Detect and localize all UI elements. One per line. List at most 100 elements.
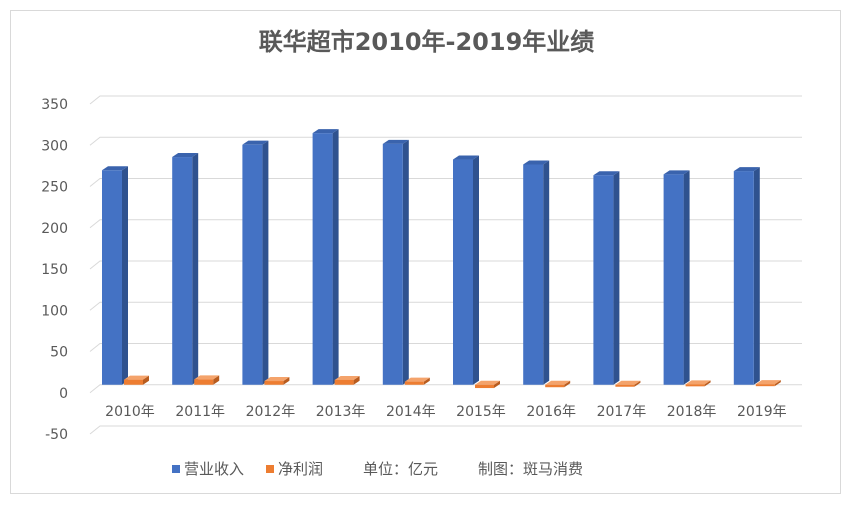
revenue-bar-side — [613, 171, 620, 385]
x-tick-label: 2015年 — [456, 404, 506, 420]
x-axis: 2010年 2011年 2012年 2013年 2014年 2015年 2016年 2017年… — [105, 404, 786, 420]
y-tick-label: 150 — [41, 262, 68, 278]
gridline — [89, 260, 802, 270]
profit-bar — [264, 381, 284, 385]
revenue-bar-side — [332, 129, 339, 385]
x-tick-label: 2014年 — [386, 404, 436, 420]
profit-bar-top — [124, 375, 149, 380]
legend-item-profit: 净利润 — [266, 458, 323, 479]
revenue-bar — [382, 143, 403, 385]
y-tick-label: 100 — [41, 303, 68, 319]
x-tick-label: 2018年 — [667, 404, 717, 420]
unit-note: 单位：亿元 — [363, 460, 439, 478]
profit-bar-top — [475, 380, 500, 385]
profit-bar-top — [404, 377, 430, 382]
legend-label-profit: 净利润 — [278, 460, 324, 478]
profit-bar-top — [755, 380, 781, 385]
profit-bar-top — [194, 375, 220, 380]
y-tick-label: -50 — [45, 427, 68, 443]
chart-frame — [10, 10, 841, 494]
y-tick-label: 250 — [41, 180, 68, 196]
revenue-bar-top — [663, 170, 690, 175]
profit-bar — [404, 381, 424, 385]
profit-bar-top — [545, 380, 571, 385]
gridline — [89, 343, 802, 352]
revenue-bar-side — [262, 140, 269, 385]
revenue-bar-top — [382, 139, 409, 144]
revenue-bar — [663, 174, 684, 385]
profit-bar-side — [423, 377, 430, 385]
y-tick-label: 300 — [41, 138, 68, 154]
x-tick-label: 2013年 — [316, 404, 366, 420]
profit-bar-side — [564, 380, 571, 388]
x-tick-label: 2016年 — [526, 404, 576, 420]
revenue-bar-top — [102, 166, 128, 171]
profit-bar-top — [334, 375, 360, 380]
profit-bar — [124, 379, 143, 385]
profit-bar-side — [353, 375, 360, 385]
revenue-bar-side — [683, 170, 690, 385]
legend-swatch-profit — [266, 464, 275, 473]
x-tick-label: 2012年 — [246, 404, 296, 420]
profit-bar — [334, 379, 354, 385]
profit-bar-side — [143, 375, 149, 385]
profit-bar-side — [283, 377, 290, 385]
profit-bar-side — [774, 380, 781, 387]
revenue-bar — [172, 157, 193, 385]
y-tick-label: 200 — [41, 221, 68, 237]
x-tick-label: 2017年 — [597, 404, 647, 420]
x-tick-label: 2010年 — [105, 404, 155, 420]
gridlines — [89, 95, 802, 435]
y-tick-label: 50 — [50, 345, 68, 361]
revenue-bar — [523, 164, 544, 385]
profit-bar — [545, 384, 565, 388]
profit-bar-top — [685, 380, 711, 385]
gridline — [89, 178, 802, 187]
profit-bar-top — [615, 380, 641, 385]
revenue-bar-top — [523, 160, 550, 165]
revenue-bar-top — [733, 167, 760, 172]
revenue-bar-side — [402, 139, 409, 385]
gridline — [89, 219, 802, 229]
revenue-bar-top — [453, 155, 479, 160]
revenue-bar-top — [312, 129, 339, 134]
profit-bar — [685, 384, 705, 387]
profit-bar-side — [634, 380, 641, 387]
revenue-bar — [312, 133, 333, 385]
profit-bar — [755, 384, 775, 387]
gridline — [89, 95, 802, 105]
bars — [102, 129, 781, 389]
x-tick-label: 2019年 — [737, 404, 787, 420]
legend-item-revenue: 营业收入 — [172, 458, 244, 479]
profit-bar — [194, 379, 214, 385]
x-tick-label: 2011年 — [175, 404, 225, 420]
revenue-bar — [102, 170, 122, 385]
y-tick-label: 350 — [41, 97, 68, 113]
y-axis: -50 0 50 100 150 200 250 300 350 — [41, 97, 68, 443]
chart-title: 联华超市2010年-2019年业绩 — [258, 28, 595, 56]
revenue-bar — [733, 171, 754, 385]
legend-label-revenue: 营业收入 — [184, 460, 245, 478]
revenue-bar-side — [543, 160, 550, 385]
revenue-bar — [593, 175, 614, 385]
credit-note: 制图：斑马消费 — [478, 460, 584, 478]
profit-bar — [475, 384, 494, 389]
revenue-bar-top — [593, 171, 620, 176]
revenue-bar-side — [473, 155, 479, 385]
revenue-bar-side — [192, 153, 199, 385]
legend-swatch-revenue — [172, 464, 180, 473]
profit-bar-side — [704, 380, 711, 387]
gridline — [89, 136, 802, 146]
revenue-bar-top — [242, 140, 269, 145]
profit-bar — [615, 384, 635, 387]
revenue-bar-side — [122, 166, 128, 385]
legend: 营业收入 净利润 单位：亿元 制图：斑马消费 — [172, 458, 605, 479]
profit-bar-top — [264, 377, 290, 382]
revenue-bar-side — [753, 167, 760, 385]
y-tick-label: 0 — [59, 386, 68, 402]
gridline — [89, 425, 802, 435]
profit-bar-side — [213, 375, 220, 385]
profit-bar-side — [494, 380, 500, 389]
gridline — [89, 384, 802, 394]
